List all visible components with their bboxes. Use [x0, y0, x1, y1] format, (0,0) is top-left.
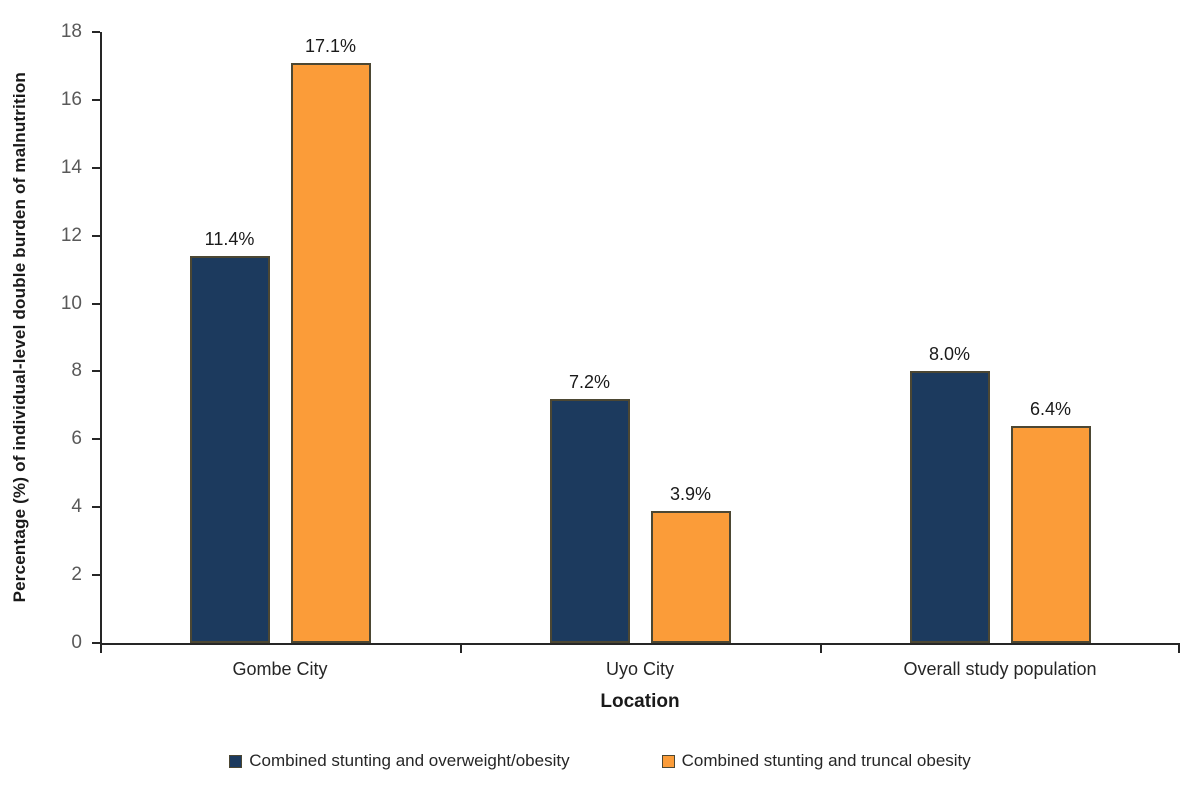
y-tick-label: 2	[71, 564, 82, 586]
bar-value-label: 6.4%	[1029, 398, 1072, 419]
legend-item: Combined stunting and truncal obesity	[661, 751, 971, 771]
category-label: Uyo City	[605, 659, 674, 679]
category-group: 8.0% 6.4% Overall study population	[820, 32, 1180, 679]
y-tick	[92, 574, 100, 577]
category-group: 11.4% 17.1% Gombe City	[100, 32, 460, 679]
y-tick	[92, 642, 100, 644]
bar-value-label: 3.9%	[669, 483, 712, 504]
x-axis-line	[100, 643, 1180, 645]
y-tick	[92, 234, 100, 237]
bar-overall-study-population-series-2: 6.4%	[1010, 399, 1091, 643]
bar-uyo-city-series-1: 7.2%	[549, 372, 630, 643]
category-label: Overall study population	[903, 659, 1097, 679]
y-tick-label: 12	[60, 224, 82, 246]
y-tick	[92, 302, 100, 305]
y-axis-line	[100, 32, 102, 645]
x-axis-title: Location	[600, 691, 680, 712]
x-tick	[100, 645, 102, 653]
legend-marker-swatch	[229, 754, 243, 768]
y-tick-label: 0	[71, 632, 82, 653]
legend-marker-swatch	[661, 754, 675, 768]
x-tick	[1178, 645, 1180, 653]
legend: Combined stunting and overweight/obesity…	[0, 751, 1200, 771]
y-tick	[92, 506, 100, 509]
bars-area: 11.4% 17.1% Gombe City 7.2% 3.9% Uyo City 8.0%…	[100, 32, 1180, 679]
y-tick-label: 18	[60, 21, 82, 42]
x-tick	[820, 645, 822, 653]
y-tick-label: 4	[71, 496, 82, 518]
bar-gombe-city-series-1: 11.4%	[189, 229, 270, 643]
y-axis-title: Percentage (%) of individual-level doubl…	[10, 72, 29, 603]
category-group: 7.2% 3.9% Uyo City	[460, 32, 820, 679]
legend-item: Combined stunting and overweight/obesity	[229, 751, 570, 771]
y-tick	[92, 370, 100, 373]
y-tick	[92, 31, 100, 33]
plot-area: 0 2 4 6 8 10 12 14 16 18 11.4% 17.1% Gombe City 7.2%…	[61, 22, 1180, 679]
y-tick	[92, 166, 100, 169]
y-tick-label: 8	[71, 360, 82, 382]
legend-label: Combined stunting and truncal obesity	[681, 751, 971, 770]
y-tick	[92, 438, 100, 441]
bar-uyo-city-series-2: 3.9%	[650, 484, 731, 643]
legend-label: Combined stunting and overweight/obesity	[249, 751, 570, 770]
bar-value-label: 8.0%	[928, 344, 971, 365]
category-label: Gombe City	[232, 659, 328, 679]
y-axis-title-container: Percentage (%) of individual-level doubl…	[6, 32, 34, 643]
y-tick-label: 16	[60, 88, 82, 110]
bar-value-label: 7.2%	[568, 371, 611, 392]
y-tick-label: 10	[60, 292, 82, 314]
y-tick	[92, 98, 100, 101]
bar-value-label: 17.1%	[304, 35, 357, 56]
bar-value-label: 11.4%	[204, 229, 255, 250]
bar-overall-study-population-series-1: 8.0%	[909, 344, 990, 643]
x-tick	[460, 645, 462, 653]
y-tick-label: 6	[71, 428, 82, 450]
y-tick-label: 14	[60, 156, 82, 178]
bar-gombe-city-series-2: 17.1%	[290, 36, 371, 643]
